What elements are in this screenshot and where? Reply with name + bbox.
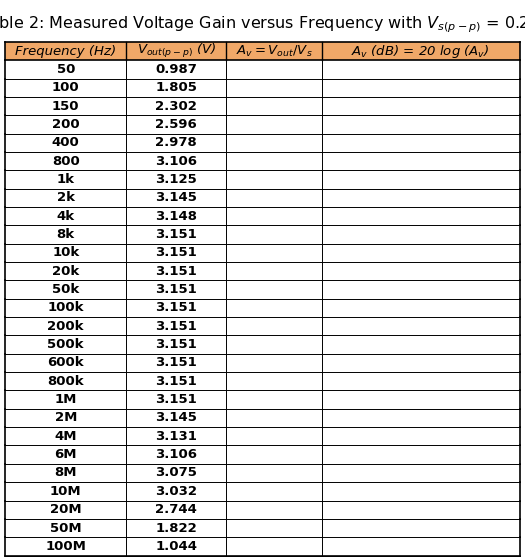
Bar bbox=[5, 207, 520, 226]
Bar bbox=[5, 244, 520, 262]
Text: 200: 200 bbox=[52, 118, 79, 131]
Text: 3.151: 3.151 bbox=[155, 357, 197, 370]
Text: 4M: 4M bbox=[55, 430, 77, 443]
Text: 50: 50 bbox=[57, 63, 75, 76]
Text: 600k: 600k bbox=[47, 357, 84, 370]
Bar bbox=[5, 537, 520, 556]
Text: 0.987: 0.987 bbox=[155, 63, 197, 76]
Text: 3.106: 3.106 bbox=[155, 448, 197, 461]
Text: 3.151: 3.151 bbox=[155, 228, 197, 241]
Text: 3.151: 3.151 bbox=[155, 393, 197, 406]
Text: 3.151: 3.151 bbox=[155, 283, 197, 296]
Bar bbox=[5, 390, 520, 409]
Text: 800k: 800k bbox=[47, 375, 84, 388]
Bar bbox=[5, 170, 520, 189]
Bar bbox=[5, 226, 520, 244]
Text: 2.302: 2.302 bbox=[155, 100, 197, 113]
Bar bbox=[5, 335, 520, 354]
Bar bbox=[5, 134, 520, 152]
Bar bbox=[5, 281, 520, 299]
Text: 2.978: 2.978 bbox=[155, 137, 197, 150]
Bar bbox=[5, 60, 520, 79]
Text: 1.044: 1.044 bbox=[155, 540, 197, 553]
Text: 6M: 6M bbox=[55, 448, 77, 461]
Text: 10k: 10k bbox=[52, 246, 79, 259]
Text: 3.151: 3.151 bbox=[155, 375, 197, 388]
Text: 1.805: 1.805 bbox=[155, 81, 197, 94]
Text: 3.151: 3.151 bbox=[155, 301, 197, 314]
Bar bbox=[5, 427, 520, 446]
Text: $A_v = V_{out}/V_s$: $A_v = V_{out}/V_s$ bbox=[236, 44, 312, 59]
Text: 100: 100 bbox=[52, 81, 79, 94]
Text: 3.148: 3.148 bbox=[155, 210, 197, 223]
Bar bbox=[5, 42, 520, 60]
Text: 2k: 2k bbox=[57, 192, 75, 204]
Text: 1M: 1M bbox=[55, 393, 77, 406]
Text: $A_v$ (dB) = 20 log ($A_v$): $A_v$ (dB) = 20 log ($A_v$) bbox=[351, 43, 490, 60]
Bar bbox=[5, 262, 520, 281]
Bar bbox=[5, 482, 520, 501]
Text: 200k: 200k bbox=[47, 320, 84, 333]
Text: 3.131: 3.131 bbox=[155, 430, 197, 443]
Text: 3.106: 3.106 bbox=[155, 155, 197, 167]
Text: 3.145: 3.145 bbox=[155, 412, 197, 424]
Text: 100M: 100M bbox=[45, 540, 86, 553]
Bar bbox=[5, 501, 520, 519]
Text: $V_{out(p-p)}$ (V): $V_{out(p-p)}$ (V) bbox=[136, 42, 216, 60]
Text: Frequency (Hz): Frequency (Hz) bbox=[15, 45, 116, 58]
Text: 400: 400 bbox=[52, 137, 80, 150]
Text: 4k: 4k bbox=[57, 210, 75, 223]
Text: 3.151: 3.151 bbox=[155, 265, 197, 278]
Text: 3.151: 3.151 bbox=[155, 246, 197, 259]
Bar bbox=[5, 299, 520, 317]
Bar bbox=[5, 372, 520, 390]
Text: 150: 150 bbox=[52, 100, 79, 113]
Text: 100k: 100k bbox=[47, 301, 84, 314]
Text: 20k: 20k bbox=[52, 265, 79, 278]
Text: 2.596: 2.596 bbox=[155, 118, 197, 131]
Text: 50M: 50M bbox=[50, 521, 81, 534]
Bar bbox=[5, 152, 520, 170]
Text: Table 2: Measured Voltage Gain versus Frequency with $V_{s(p-p)}$ = 0.2 V: Table 2: Measured Voltage Gain versus Fr… bbox=[0, 14, 525, 35]
Bar bbox=[5, 115, 520, 134]
Bar bbox=[5, 189, 520, 207]
Text: 10M: 10M bbox=[50, 485, 81, 498]
Text: 2.744: 2.744 bbox=[155, 503, 197, 516]
Text: 3.151: 3.151 bbox=[155, 320, 197, 333]
Text: 8k: 8k bbox=[57, 228, 75, 241]
Bar bbox=[5, 97, 520, 115]
Text: 3.151: 3.151 bbox=[155, 338, 197, 351]
Text: 8M: 8M bbox=[55, 466, 77, 479]
Text: 3.075: 3.075 bbox=[155, 466, 197, 479]
Bar bbox=[5, 464, 520, 482]
Bar bbox=[5, 409, 520, 427]
Text: 1k: 1k bbox=[57, 173, 75, 186]
Text: 1.822: 1.822 bbox=[155, 521, 197, 534]
Bar bbox=[5, 317, 520, 335]
Bar bbox=[5, 354, 520, 372]
Bar bbox=[5, 79, 520, 97]
Text: 800: 800 bbox=[52, 155, 80, 167]
Bar bbox=[5, 446, 520, 464]
Text: 3.032: 3.032 bbox=[155, 485, 197, 498]
Text: 3.125: 3.125 bbox=[155, 173, 197, 186]
Text: 50k: 50k bbox=[52, 283, 79, 296]
Bar bbox=[5, 519, 520, 537]
Text: 3.145: 3.145 bbox=[155, 192, 197, 204]
Text: 500k: 500k bbox=[47, 338, 84, 351]
Text: 2M: 2M bbox=[55, 412, 77, 424]
Text: 20M: 20M bbox=[50, 503, 81, 516]
